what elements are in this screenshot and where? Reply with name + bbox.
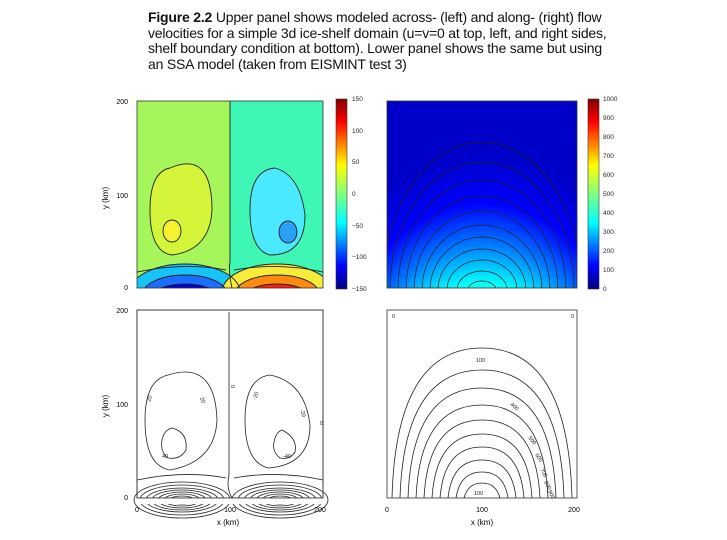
ul-cbar-tick: −150 (352, 286, 367, 293)
ur-cbar-tick: 600 (603, 172, 614, 179)
ll-contour-label: 0 (229, 385, 235, 388)
panel-lower-left: 20 20 40 -20 -20 -40 0 0 y (km) 200 100 … (101, 308, 329, 527)
lr-xlabel: x (km) (471, 518, 494, 527)
ll-contour-label: -20 (252, 391, 260, 401)
ur-cbar-tick: 200 (603, 248, 614, 255)
ll-ytick-100: 100 (116, 402, 128, 409)
lr-contour-label: 600 (533, 453, 543, 464)
lr-xtick-100: 100 (476, 507, 488, 514)
ll-ylabel: y (km) (101, 395, 110, 418)
ur-cbar-tick: 0 (603, 286, 607, 293)
ul-ytick-200: 200 (116, 99, 128, 106)
ul-cbar-tick: −100 (352, 254, 367, 261)
ur-cbar-tick: 800 (603, 134, 614, 141)
ur-cbar-tick: 100 (603, 267, 614, 274)
ur-colorbar (587, 98, 600, 290)
ll-xtick-0: 0 (135, 507, 139, 514)
ll-xtick-100: 100 (224, 507, 236, 514)
ll-ytick-200: 200 (116, 308, 128, 315)
figure-caption: Figure 2.2 Upper panel shows modeled acr… (148, 9, 608, 72)
lr-contour-label: 800 (542, 480, 552, 491)
ll-xlabel: x (km) (217, 518, 240, 527)
ur-cbar-tick: 300 (603, 229, 614, 236)
ul-cbar-tick: 50 (352, 159, 360, 166)
lr-contour-label: 400 (509, 402, 520, 413)
ll-xtick-200: 200 (314, 507, 326, 514)
ul-cbar-tick: −50 (352, 223, 363, 230)
ur-cbar-tick: 400 (603, 210, 614, 217)
ll-contour-label: 20 (198, 397, 206, 405)
ul-colorbar (335, 98, 348, 290)
caption-text: Upper panel shows modeled across- (left)… (148, 9, 607, 72)
ll-contour-label: 40 (162, 454, 168, 460)
ul-ylabel: y (km) (101, 187, 110, 210)
ur-cbar-tick: 500 (603, 191, 614, 198)
lr-contour-label: 900 (546, 489, 555, 500)
ul-ytick-0: 0 (124, 285, 128, 292)
lr-contour-label: 100 (476, 358, 485, 364)
ll-contour-label: -20 (298, 409, 306, 419)
ll-contour-label: 0 (320, 421, 323, 427)
ur-cbar-tick: 900 (603, 115, 614, 122)
figure-label: Figure 2.2 (148, 9, 213, 25)
panel-upper-left: y (km) 200 100 0 150 100 50 0 −50 −100 −… (101, 96, 367, 293)
ul-cbar-tick: 100 (352, 128, 363, 135)
panel-lower-right: 0 0 100 400 500 600 700 800 900 100 0 10… (385, 309, 580, 527)
lr-contour-label: 100 (474, 491, 483, 497)
panel-upper-right: 1000 900 800 700 600 500 400 300 200 100… (386, 96, 618, 293)
ul-cbar-tick: 150 (352, 96, 363, 103)
ul-ytick-100: 100 (116, 193, 128, 200)
ll-ytick-0: 0 (124, 495, 128, 502)
lr-contour-label: 0 (571, 314, 574, 320)
lr-xtick-0: 0 (385, 507, 389, 514)
lr-contour-label: 0 (392, 314, 395, 320)
lr-xtick-200: 200 (568, 507, 580, 514)
ul-cbar-tick: 0 (352, 191, 356, 198)
lr-contour-label: 700 (538, 468, 548, 479)
ur-cbar-tick: 1000 (603, 96, 618, 103)
ll-contour-label: -40 (283, 454, 291, 460)
ur-cbar-tick: 700 (603, 153, 614, 160)
ll-contour-label: 20 (146, 395, 154, 403)
lr-contour-label: 500 (526, 435, 537, 446)
